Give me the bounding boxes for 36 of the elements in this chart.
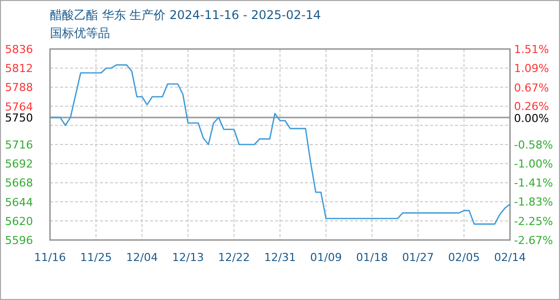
y2-tick-label: 1.51% — [514, 43, 549, 56]
chart-title: 醋酸乙酯 华东 生产价 2024-11-16 - 2025-02-14 — [50, 8, 321, 22]
x-tick-label: 02/14 — [494, 251, 526, 264]
y-tick-label: 5620 — [5, 214, 33, 228]
y-tick-label: 5750 — [5, 111, 33, 124]
x-tick-label: 02/05 — [448, 251, 480, 264]
x-tick-label: 12/13 — [172, 251, 204, 264]
y-tick-label: 5716 — [5, 138, 33, 152]
x-tick-label: 01/27 — [402, 251, 434, 264]
line-series — [49, 64, 511, 225]
y2-tick-label: -1.83% — [514, 196, 553, 209]
y-tick-label: 5692 — [5, 158, 33, 171]
x-tick-label: 12/31 — [264, 251, 296, 264]
y2-tick-label: 0.67% — [514, 81, 549, 94]
y-tick-label: 5836 — [5, 43, 33, 56]
y2-tick-label: -2.25% — [514, 214, 553, 228]
x-tick-label: 12/22 — [218, 251, 250, 264]
x-tick-label: 11/25 — [80, 251, 112, 264]
y2-tick-label: -2.67% — [514, 234, 553, 247]
y2-tick-label: 0.26% — [514, 100, 549, 114]
y-tick-label: 5788 — [5, 81, 33, 94]
y2-tick-label: 0.00% — [514, 112, 549, 125]
y-tick-label: 5764 — [5, 100, 33, 114]
y2-tick-label: -1.41% — [514, 176, 553, 190]
y2-tick-label: -0.58% — [514, 138, 553, 152]
x-tick-label: 01/09 — [310, 251, 342, 264]
x-tick-label: 01/18 — [356, 251, 388, 264]
chart-subtitle: 国标优等品 — [50, 26, 110, 40]
y-tick-label: 5812 — [5, 62, 33, 76]
y-tick-label: 5668 — [5, 176, 33, 190]
y-tick-label: 5644 — [5, 196, 33, 209]
y-tick-label: 5596 — [5, 234, 33, 247]
y2-tick-label: 1.09% — [514, 62, 549, 76]
y2-tick-label: -1.00% — [514, 158, 553, 171]
x-tick-label: 12/04 — [126, 251, 158, 264]
x-tick-label: 11/16 — [34, 251, 66, 264]
